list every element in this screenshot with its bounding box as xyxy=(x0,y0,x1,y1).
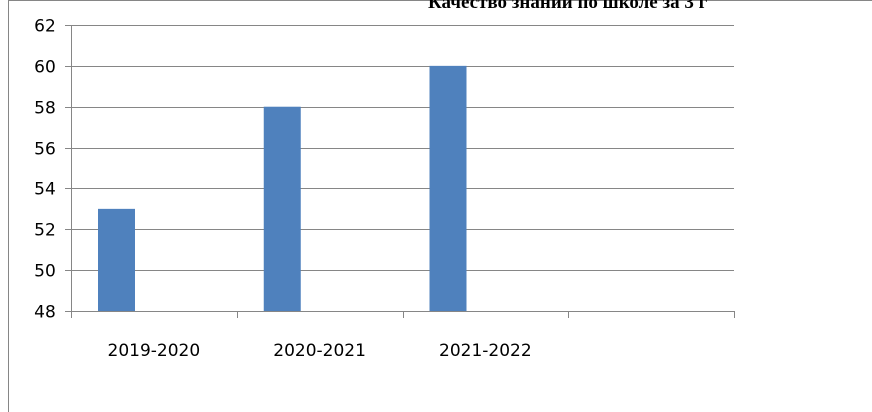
chart-title: Качество знаний по школе за 3 г xyxy=(428,0,708,13)
y-tick-labels: 48 50 52 54 56 58 60 62 xyxy=(34,17,56,323)
y-tick-label: 56 xyxy=(34,140,56,160)
axes xyxy=(65,25,735,318)
x-tick-labels: 2019-2020 2020-2021 2021-2022 xyxy=(108,341,532,361)
bars xyxy=(98,65,467,311)
bar xyxy=(98,208,135,311)
y-tick-label: 62 xyxy=(34,17,56,37)
bar xyxy=(263,106,301,311)
x-tick-label: 2021-2022 xyxy=(439,341,532,361)
y-tick-label: 50 xyxy=(34,262,56,282)
x-tick-label: 2020-2021 xyxy=(273,341,366,361)
y-tick-label: 48 xyxy=(34,303,56,323)
bar xyxy=(429,65,467,311)
x-tick-label: 2019-2020 xyxy=(108,341,201,361)
y-tick-label: 52 xyxy=(34,221,56,241)
y-tick-label: 58 xyxy=(34,99,56,119)
chart-area-border xyxy=(8,0,872,412)
y-tick-label: 60 xyxy=(34,58,56,78)
gridlines xyxy=(71,25,734,271)
y-tick-label: 54 xyxy=(34,180,56,200)
